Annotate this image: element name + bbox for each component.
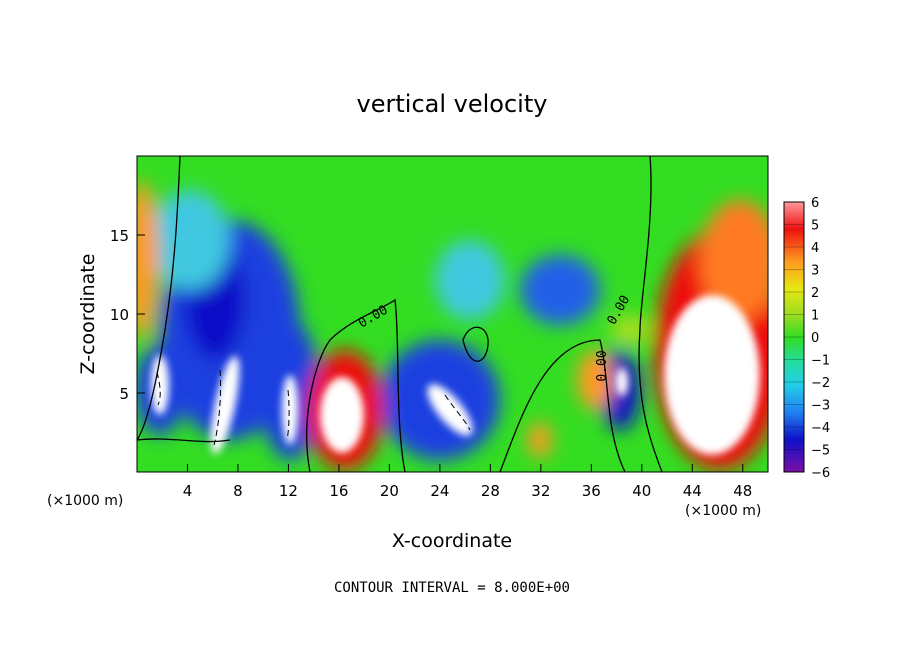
x-tick-label: 8 <box>233 482 243 500</box>
colorbar-tick-label: 2 <box>811 286 819 301</box>
colorbar-ticks: 6 5 4 3 2 1 0 −1 −2 −3 −4 −5 −6 <box>784 196 830 481</box>
colorbar-tick-label: 5 <box>811 219 819 234</box>
x-tick-label: 44 <box>683 482 702 500</box>
colorbar-tick-label: 0 <box>811 331 819 346</box>
heatmap-field <box>137 156 768 472</box>
colorbar-tick-label: 3 <box>811 264 819 279</box>
colorbar-tick-label: 4 <box>811 241 819 256</box>
x-tick-label: 20 <box>380 482 399 500</box>
x-tick-label: 24 <box>430 482 449 500</box>
x-tick-label: 16 <box>329 482 348 500</box>
x-unit-right: (×1000 m) <box>685 503 761 519</box>
colorbar-tick-label: −3 <box>811 399 830 414</box>
colorbar-tick-label: −2 <box>811 376 830 391</box>
x-tick-label: 32 <box>531 482 550 500</box>
colorbar <box>783 201 805 473</box>
x-tick-label: 28 <box>481 482 500 500</box>
contour-label: 0.00 <box>595 350 610 381</box>
colorbar-tick-label: 6 <box>811 196 819 211</box>
x-axis-label: X-coordinate <box>392 530 512 552</box>
contour-interval-note: CONTOUR INTERVAL = 8.000E+00 <box>334 580 570 596</box>
x-tick-label: 36 <box>582 482 601 500</box>
x-tick-label: 40 <box>632 482 651 500</box>
y-tick-label: 15 <box>110 227 129 245</box>
colorbar-tick-label: −5 <box>811 444 830 459</box>
x-unit-left: (×1000 m) <box>47 493 123 509</box>
x-tick-label: 12 <box>279 482 298 500</box>
colorbar-tick-label: −6 <box>811 466 830 481</box>
colorbar-tick-label: −1 <box>811 354 830 369</box>
y-axis-label: Z-coordinate <box>77 254 99 375</box>
x-axis: 4 8 12 16 20 24 28 32 36 40 44 48 <box>183 464 752 500</box>
y-tick-label: 5 <box>119 385 129 403</box>
y-axis: 5 10 15 <box>110 227 145 403</box>
x-tick-label: 48 <box>733 482 752 500</box>
colorbar-tick-label: 1 <box>811 309 819 324</box>
chart-title: vertical velocity <box>357 90 548 118</box>
x-tick-label: 4 <box>183 482 193 500</box>
y-tick-label: 10 <box>110 306 129 324</box>
colorbar-tick-label: −4 <box>811 421 830 436</box>
